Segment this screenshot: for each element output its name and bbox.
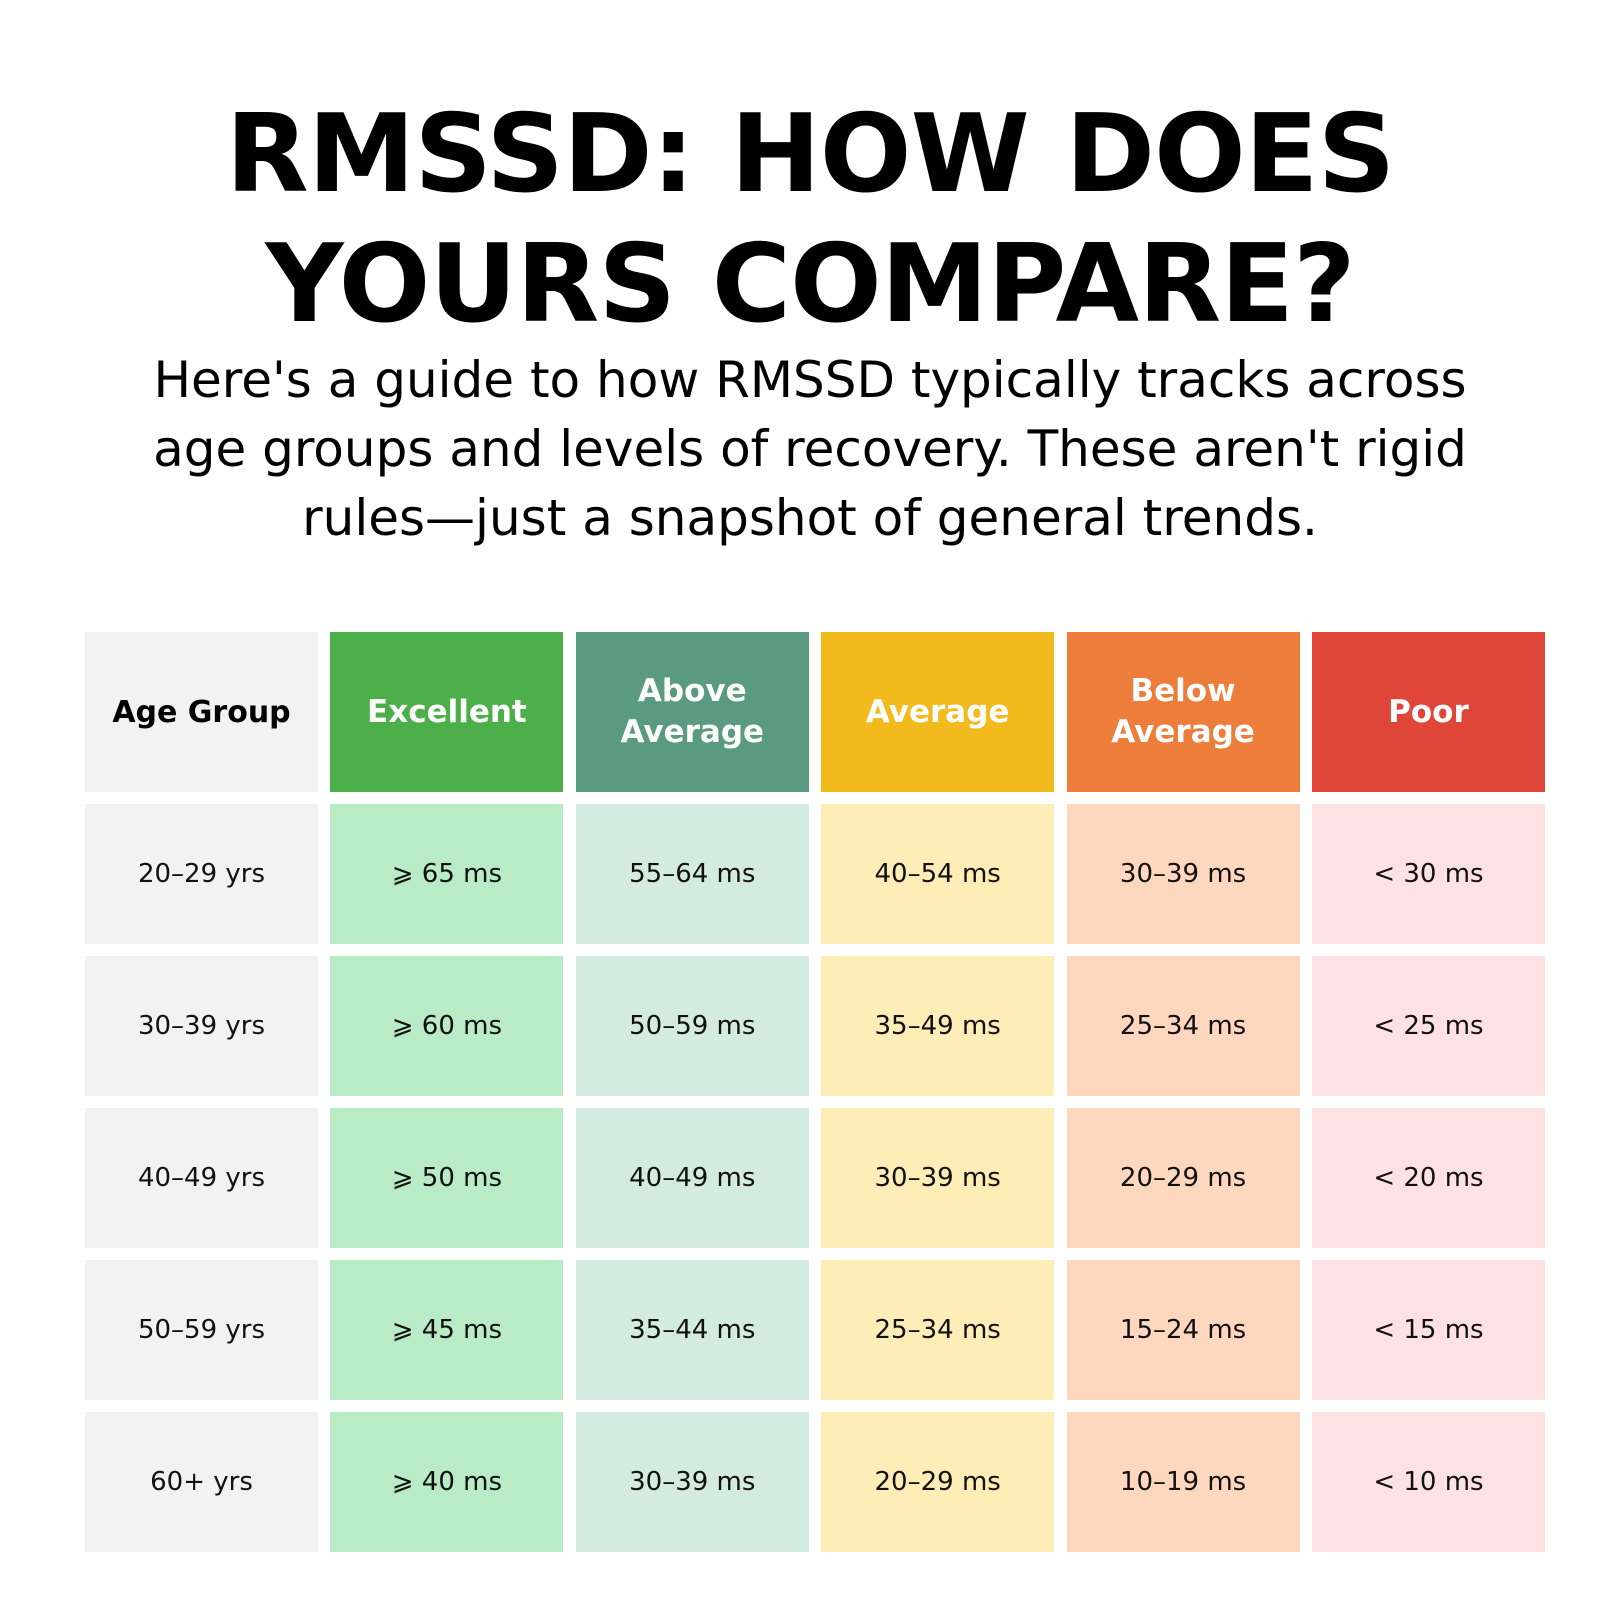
title-line-2: YOURS COMPARE? [265,222,1355,347]
cell-excellent: ⩾ 40 ms [330,1412,564,1552]
cell-poor: < 15 ms [1311,1260,1545,1400]
cell-poor: < 30 ms [1311,804,1545,944]
cell-age-group: 40–49 yrs [85,1108,318,1248]
cell-average: 25–34 ms [821,1260,1055,1400]
cell-below-average: 15–24 ms [1066,1260,1300,1400]
subtitle-line-2: age groups and levels of recovery. These… [153,420,1467,478]
header-average: Average [821,632,1055,792]
cell-poor: < 20 ms [1311,1108,1545,1248]
title-line-1: RMSSD: HOW DOES [225,92,1396,217]
subtitle: Here's a guide to how RMSSD typically tr… [0,346,1620,553]
header-excellent: Excellent [330,632,564,792]
cell-below-average: 10–19 ms [1066,1412,1300,1552]
header-poor: Poor [1311,632,1545,792]
cell-average: 30–39 ms [821,1108,1055,1248]
cell-average: 40–54 ms [821,804,1055,944]
cell-above-average: 55–64 ms [575,804,809,944]
cell-poor: < 25 ms [1311,956,1545,1096]
header-age-group: Age Group [85,632,318,792]
cell-above-average: 30–39 ms [575,1412,809,1552]
cell-age-group: 60+ yrs [85,1412,318,1552]
header-above-average: Above Average [575,632,809,792]
cell-excellent: ⩾ 45 ms [330,1260,564,1400]
cell-age-group: 30–39 yrs [85,956,318,1096]
cell-excellent: ⩾ 60 ms [330,956,564,1096]
cell-excellent: ⩾ 50 ms [330,1108,564,1248]
cell-age-group: 20–29 yrs [85,804,318,944]
cell-above-average: 50–59 ms [575,956,809,1096]
cell-below-average: 20–29 ms [1066,1108,1300,1248]
cell-average: 20–29 ms [821,1412,1055,1552]
cell-average: 35–49 ms [821,956,1055,1096]
page-title: RMSSD: HOW DOES YOURS COMPARE? [0,90,1620,350]
rmssd-table: Age Group Excellent Above Average Average Be… [85,632,1545,1552]
header-below-average: Below Average [1066,632,1300,792]
cell-above-average: 40–49 ms [575,1108,809,1248]
subtitle-line-3: rules—just a snapshot of general trends. [302,489,1318,547]
cell-age-group: 50–59 yrs [85,1260,318,1400]
cell-excellent: ⩾ 65 ms [330,804,564,944]
cell-below-average: 30–39 ms [1066,804,1300,944]
cell-below-average: 25–34 ms [1066,956,1300,1096]
cell-above-average: 35–44 ms [575,1260,809,1400]
subtitle-line-1: Here's a guide to how RMSSD typically tr… [153,351,1467,409]
cell-poor: < 10 ms [1311,1412,1545,1552]
